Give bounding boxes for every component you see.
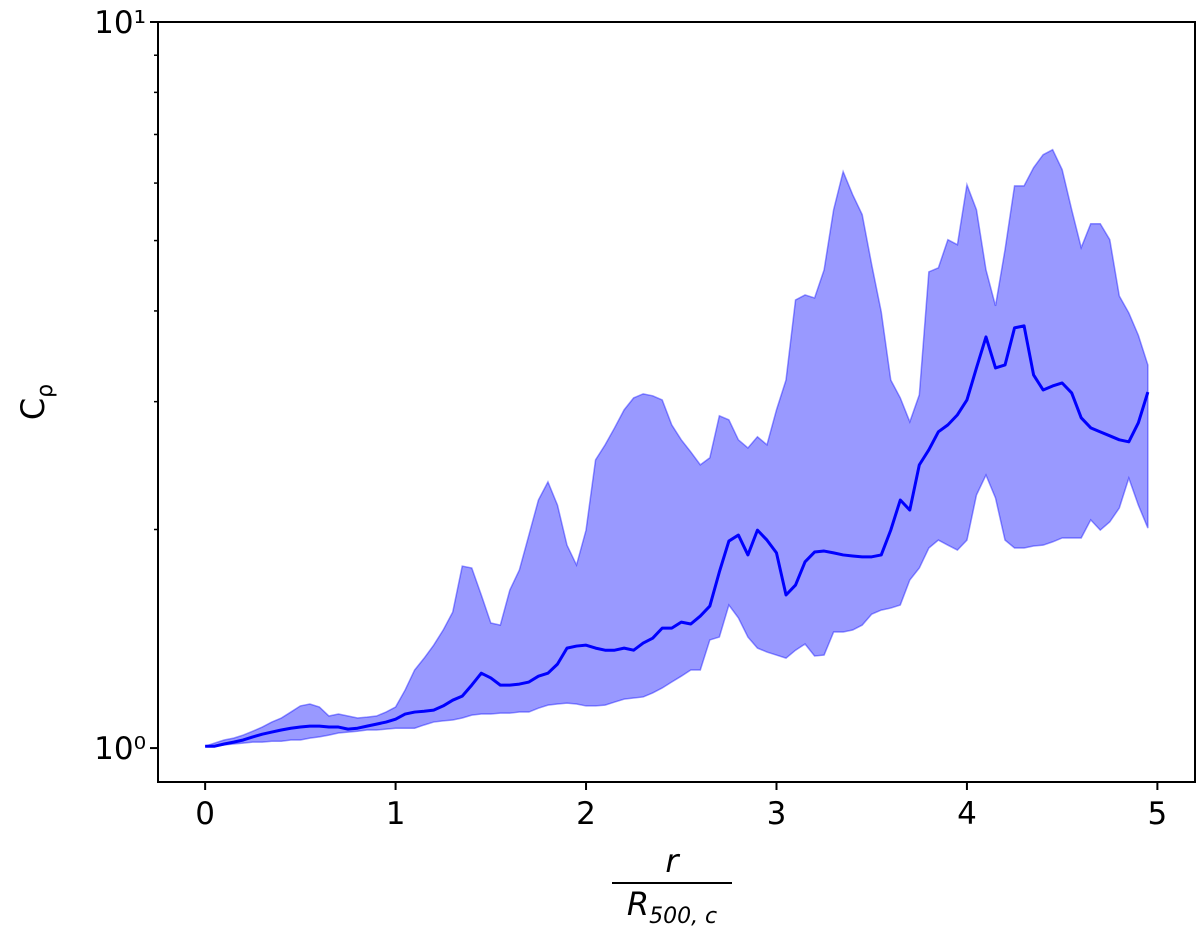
y-tick-label: 10¹ (94, 5, 146, 41)
y-axis-label-subscript: ρ (33, 384, 58, 398)
x-tick-label: 2 (576, 796, 596, 832)
x-axis-label-denominator-subscript: 500, c (649, 904, 717, 929)
y-tick-label: 10⁰ (94, 731, 146, 767)
x-tick-label: 4 (957, 796, 977, 832)
y-axis-label-main: C (14, 398, 52, 420)
x-tick-label: 5 (1148, 796, 1168, 832)
x-tick-label: 0 (195, 796, 215, 832)
y-axis-label: Cρ (14, 384, 58, 420)
x-tick-label: 1 (386, 796, 406, 832)
x-axis-label-denominator: R500, c (627, 885, 717, 929)
x-tick-label: 3 (767, 796, 787, 832)
confidence-band (204, 148, 1149, 747)
x-axis-label-denominator-main: R (627, 885, 649, 923)
x-axis-label-numerator: r (665, 842, 680, 880)
y-axis-label-group: Cρ (14, 384, 58, 420)
data-line (205, 324, 1150, 748)
